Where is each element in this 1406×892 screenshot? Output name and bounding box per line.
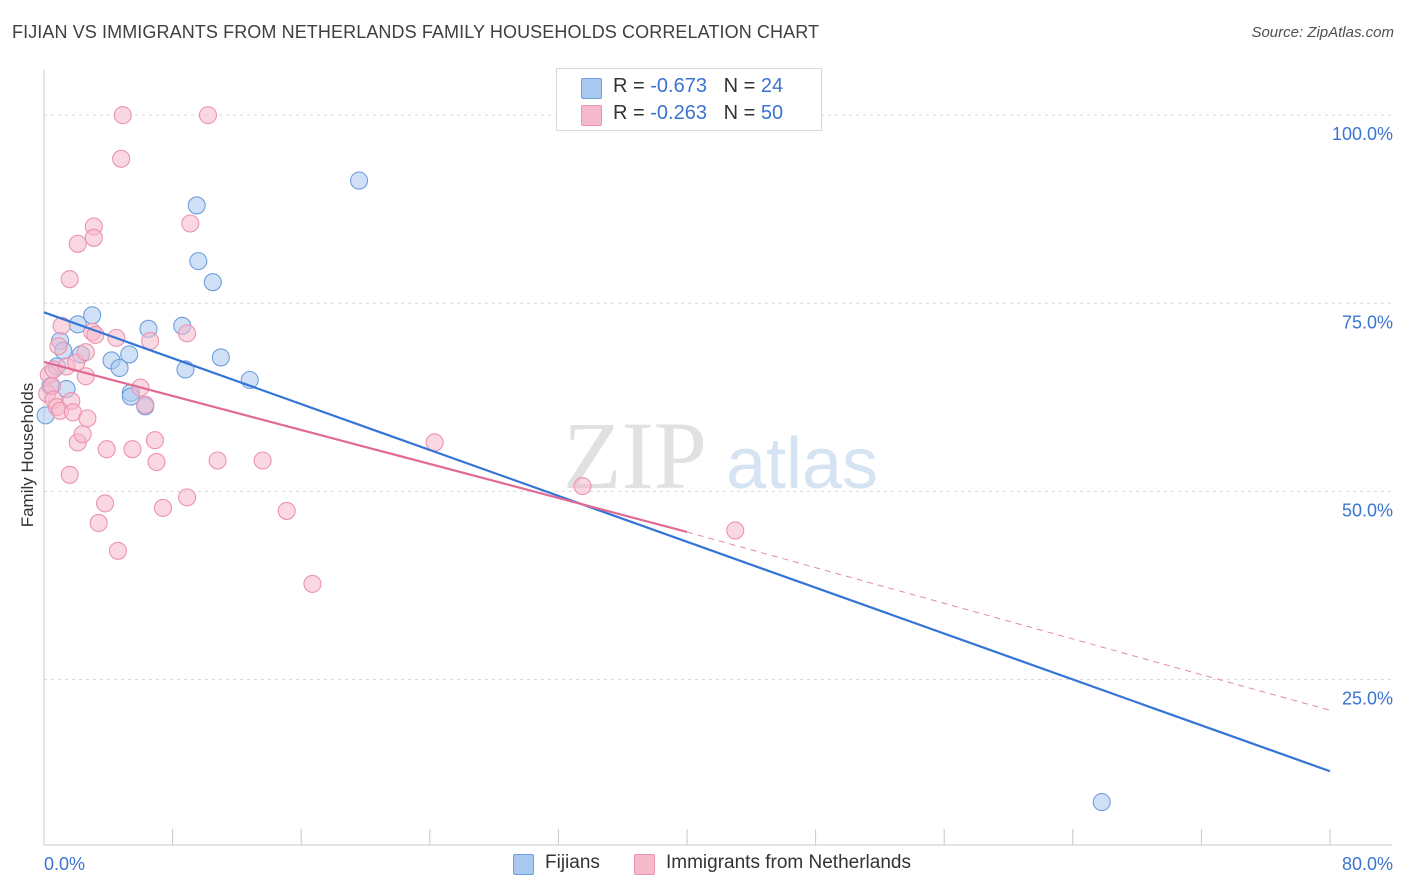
fijians-legend-swatch	[513, 854, 534, 875]
netherlands-point	[113, 106, 132, 125]
y-tick-label: 100.0%	[1332, 124, 1393, 144]
netherlands-point	[89, 513, 108, 533]
netherlands-point	[726, 521, 745, 540]
n-value: 50	[760, 102, 784, 124]
netherlands-point	[108, 541, 127, 560]
netherlands-point	[181, 214, 200, 233]
netherlands-point	[60, 270, 79, 289]
r-value: -0.263	[650, 102, 707, 124]
y-tick-label: 25.0%	[1342, 688, 1393, 708]
legend-label: Immigrants from Netherlands	[666, 852, 911, 873]
y-tick-label: 50.0%	[1342, 500, 1393, 520]
r-label: R =	[613, 75, 651, 97]
gridlines	[44, 114, 1392, 680]
axes	[43, 70, 1392, 846]
fijians-point	[350, 171, 369, 190]
netherlands-point	[145, 431, 164, 450]
x-tick-label: 80.0%	[1342, 854, 1393, 874]
r-label: R =	[613, 102, 651, 124]
netherlands-point	[147, 452, 166, 472]
netherlands-point	[60, 465, 79, 484]
fijians-point	[187, 196, 206, 215]
legend-label: Fijians	[545, 852, 600, 873]
watermark-atlas: atlas	[726, 424, 878, 504]
r-value: -0.673	[650, 75, 707, 97]
netherlands-point	[178, 488, 197, 507]
netherlands-point	[198, 106, 218, 125]
netherlands-trend-extension	[686, 531, 1331, 711]
netherlands-point	[112, 149, 131, 168]
chart-title: FIJIAN VS IMMIGRANTS FROM NETHERLANDS FA…	[12, 22, 820, 42]
netherlands-point	[136, 395, 155, 414]
netherlands-point	[97, 440, 116, 459]
netherlands-point	[425, 433, 444, 452]
netherlands-point	[76, 343, 95, 362]
netherlands-point	[153, 498, 173, 517]
netherlands-point	[123, 440, 142, 459]
netherlands-point	[277, 501, 296, 520]
fijians-point	[189, 252, 208, 271]
netherlands-point	[86, 325, 105, 344]
netherlands-point	[253, 451, 272, 470]
fijians-point	[211, 348, 230, 367]
fijians-point	[83, 306, 102, 325]
netherlands-trend-line	[43, 360, 688, 534]
fijians-point	[120, 345, 139, 364]
y-tick-label: 75.0%	[1342, 312, 1393, 332]
fijians-point	[1092, 793, 1111, 812]
netherlands-point	[208, 451, 227, 470]
netherlands-point	[73, 425, 92, 444]
netherlands-point	[573, 477, 592, 496]
data-points	[36, 106, 1111, 812]
netherlands-point	[78, 409, 97, 428]
fijians-trend-line	[43, 311, 1331, 773]
netherlands-legend-swatch	[634, 854, 655, 875]
n-value: 24	[760, 75, 784, 97]
trend-lines	[43, 311, 1331, 773]
fijians-swatch	[581, 78, 602, 99]
netherlands-point	[49, 337, 68, 356]
tick-labels: 25.0% 50.0% 75.0% 100.0% 0.0% 80.0%	[44, 124, 1393, 874]
source-credit: Source: ZipAtlas.com	[1251, 24, 1394, 41]
n-label: N =	[723, 102, 761, 124]
netherlands-swatch	[581, 105, 602, 126]
fijians-point	[110, 358, 129, 378]
x-tick-label: 0.0%	[44, 854, 85, 874]
netherlands-point	[96, 494, 115, 513]
netherlands-point	[68, 234, 87, 253]
netherlands-point	[141, 331, 160, 350]
netherlands-point	[84, 228, 103, 247]
netherlands-point	[52, 316, 71, 335]
fijians-point	[203, 273, 222, 292]
netherlands-point	[178, 324, 197, 343]
n-label: N =	[723, 75, 761, 97]
watermark: ZIP atlas	[563, 402, 878, 509]
stats-legend: R = -0.673 N = 24 R = -0.263 N = 50	[556, 68, 822, 131]
netherlands-point	[303, 574, 322, 593]
